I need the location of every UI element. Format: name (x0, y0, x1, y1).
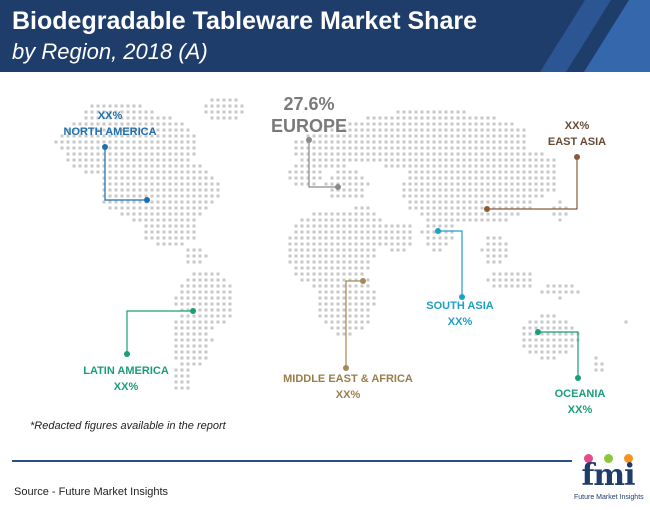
logo-dot (624, 454, 633, 463)
marker-dot-south-asia (435, 228, 441, 234)
marker-dot-east-asia (484, 206, 490, 212)
leader-line-latin-america (126, 310, 193, 354)
footer-divider (12, 460, 572, 462)
source-text: Source - Future Market Insights (14, 486, 169, 498)
world-dot-map (54, 98, 628, 390)
marker-dot-middle-east-africa (343, 365, 349, 371)
label-europe: 27.6% EUROPE (254, 93, 364, 137)
marker-dot-latin-america (190, 308, 196, 314)
footnote: *Redacted figures available in the repor… (30, 420, 226, 432)
east-asia-value: XX% (564, 120, 590, 132)
leader-line-europe (308, 140, 338, 188)
marker-dot-oceania (535, 329, 541, 335)
marker-dot-oceania (575, 375, 581, 381)
south-asia-value: XX% (447, 316, 473, 328)
marker-dot-north-america (102, 144, 108, 150)
leader-line-east-asia (487, 157, 578, 210)
oceania-value: XX% (567, 404, 593, 416)
logo-dot (604, 454, 613, 463)
middle-east-africa-name: MIDDLE EAST & AFRICA (283, 373, 413, 385)
map-dots (54, 98, 628, 390)
europe-name: EUROPE (270, 116, 348, 136)
logo-dot (584, 454, 593, 463)
marker-dot-east-asia (574, 154, 580, 160)
header-banner: Biodegradable Tableware Market Share by … (0, 0, 650, 72)
latin-america-value: XX% (113, 381, 139, 393)
europe-value: 27.6% (283, 94, 335, 114)
page-title: Biodegradable Tableware Market Share (12, 7, 477, 35)
north-america-value: XX% (97, 110, 123, 122)
label-latin-america: LATIN AMERICA XX% (70, 363, 182, 395)
fmi-logo: fmi Future Market Insights (574, 452, 644, 506)
label-oceania: OCEANIA XX% (540, 386, 620, 418)
marker-dot-north-america (144, 197, 150, 203)
logo-tagline: Future Market Insights (574, 494, 644, 501)
logo-mark: fmi (581, 458, 635, 493)
label-east-asia: XX% EAST ASIA (530, 118, 624, 150)
north-america-name: NORTH AMERICA (63, 126, 157, 138)
marker-dot-europe (306, 137, 312, 143)
leader-lines (102, 137, 581, 381)
oceania-name: OCEANIA (554, 388, 606, 400)
page-subtitle: by Region, 2018 (A) (12, 39, 208, 64)
leader-line-north-america (104, 147, 147, 201)
south-asia-name: SOUTH ASIA (426, 300, 494, 312)
marker-dot-south-asia (459, 294, 465, 300)
label-south-asia: SOUTH ASIA XX% (410, 298, 510, 330)
leader-line-south-asia (438, 230, 463, 297)
latin-america-name: LATIN AMERICA (83, 365, 169, 377)
marker-dot-europe (335, 184, 341, 190)
east-asia-name: EAST ASIA (547, 136, 607, 148)
label-north-america: XX% NORTH AMERICA (50, 108, 170, 140)
leader-line-oceania (538, 331, 579, 378)
marker-dot-latin-america (124, 351, 130, 357)
leader-line-middle-east-africa (345, 280, 363, 368)
label-middle-east-africa: MIDDLE EAST & AFRICA XX% (273, 371, 423, 403)
middle-east-africa-value: XX% (335, 389, 361, 401)
marker-dot-middle-east-africa (360, 278, 366, 284)
